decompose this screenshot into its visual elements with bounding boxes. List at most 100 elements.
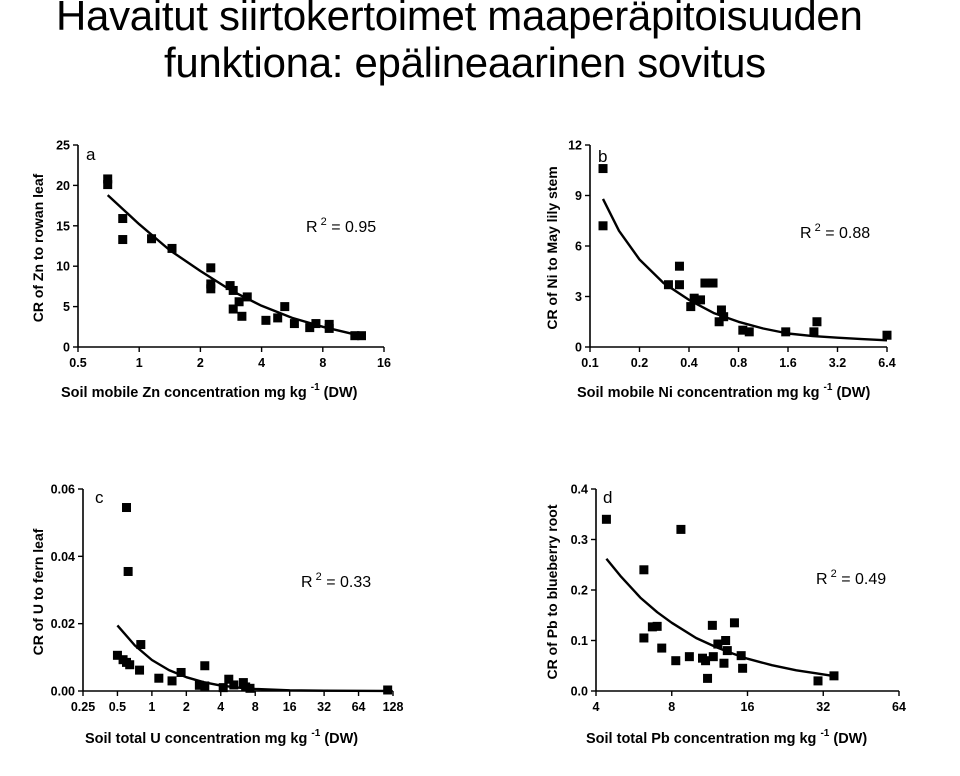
x-axis-label: Soil mobile Zn concentration mg kg -1 (D… <box>61 382 358 401</box>
data-point <box>647 622 657 632</box>
y-tick-label: 0 <box>63 341 70 355</box>
x-axis-label: Soil total U concentration mg kg -1 (DW) <box>85 728 358 747</box>
panel-a: 0 5 10 15 20 25 0.5 1 2 4 8 16 a CR of Zn to rowan le… <box>30 139 391 402</box>
x-tick-label: 32 <box>317 700 331 714</box>
y-tick-label: 0.4 <box>571 483 588 497</box>
fit-curve <box>605 557 834 678</box>
data-point <box>598 164 608 174</box>
x-tick-label: 4 <box>593 700 600 714</box>
data-point <box>123 566 133 576</box>
data-point <box>696 295 706 305</box>
data-point <box>882 330 892 340</box>
data-point <box>311 319 321 329</box>
panel-b: 0 3 6 9 12 0.1 0.2 0.4 0.8 1.6 3.2 6.4 b CR of Ni to … <box>544 139 896 402</box>
data-point <box>228 304 238 314</box>
x-tick-label: 3.2 <box>829 356 846 370</box>
x-tick-label: 16 <box>741 700 755 714</box>
data-point <box>200 661 210 671</box>
y-axis-label: CR of Zn to rowan leaf <box>30 173 46 322</box>
x-tick-label: 64 <box>352 700 366 714</box>
data-point <box>671 656 681 666</box>
data-point <box>736 651 746 661</box>
x-tick-label: 32 <box>816 700 830 714</box>
x-tick-label: 0.25 <box>71 700 95 714</box>
y-axis-label: CR of Pb to blueberry root <box>544 504 560 679</box>
y-tick-label: 0.0 <box>571 685 588 699</box>
data-point <box>719 658 729 668</box>
data-point <box>280 302 290 312</box>
y-tick-label: 0.04 <box>51 550 75 564</box>
data-point <box>206 263 216 273</box>
y-tick-label: 10 <box>56 260 70 274</box>
y-tick-label: 0.02 <box>51 617 75 631</box>
data-point <box>383 685 393 695</box>
data-point <box>229 680 239 690</box>
x-tick-label: 1 <box>136 356 143 370</box>
data-point <box>176 667 186 677</box>
data-point <box>118 235 128 245</box>
slide-title-line1: Havaitut siirtokertoimet maaperäpitoisuu… <box>56 0 863 39</box>
data-point <box>744 327 754 337</box>
x-tick-label: 8 <box>668 700 675 714</box>
panel-letter: a <box>86 145 96 164</box>
data-point <box>657 643 667 653</box>
data-point <box>729 618 739 628</box>
data-point <box>663 280 673 290</box>
y-tick-label: 9 <box>575 189 582 203</box>
data-point <box>598 221 608 231</box>
slide-title-line2: funktiona: epälineaarinen sovitus <box>164 39 766 86</box>
data-point <box>601 514 611 524</box>
data-point <box>708 652 718 662</box>
data-point <box>206 279 216 289</box>
data-point <box>781 327 791 337</box>
data-point <box>206 284 216 294</box>
panel-letter: b <box>598 147 607 166</box>
data-point <box>305 323 315 333</box>
data-point <box>261 315 271 325</box>
x-tick-label: 16 <box>377 356 391 370</box>
y-tick-label: 20 <box>56 179 70 193</box>
data-point <box>708 278 718 288</box>
y-tick-label: 0.2 <box>571 584 588 598</box>
data-point <box>167 243 177 253</box>
data-point <box>684 652 694 662</box>
y-tick-label: 3 <box>575 290 582 304</box>
fit-curve <box>601 198 888 342</box>
data-point <box>122 503 132 513</box>
y-axis-label: CR of Ni to May lily stem <box>544 166 560 329</box>
data-point <box>738 325 748 335</box>
data-point <box>200 681 210 691</box>
x-tick-label: 1 <box>148 700 155 714</box>
data-point <box>225 281 235 291</box>
data-point <box>242 292 252 302</box>
data-point <box>721 636 731 645</box>
panel-c: 0.00 0.02 0.04 0.06 0.25 0.5 1 2 4 8 16 32 64 128 c CR … <box>30 483 403 748</box>
r-squared-annotation: R 2 = 0.88 <box>800 222 870 242</box>
x-tick-label: 1.6 <box>779 356 796 370</box>
data-point <box>136 640 146 650</box>
data-point <box>722 646 732 656</box>
data-point <box>237 311 247 321</box>
data-point <box>103 174 113 184</box>
data-point <box>652 621 662 631</box>
data-point <box>218 683 228 693</box>
panel-letter: c <box>95 488 104 507</box>
data-point <box>714 317 724 327</box>
y-tick-label: 0.06 <box>51 483 75 497</box>
data-point <box>118 214 128 224</box>
x-tick-label: 8 <box>252 700 259 714</box>
data-point <box>700 278 710 288</box>
y-tick-label: 5 <box>63 300 70 314</box>
x-tick-label: 0.8 <box>730 356 747 370</box>
y-tick-label: 0.1 <box>571 634 588 648</box>
data-point <box>350 331 360 341</box>
data-point <box>707 620 717 630</box>
data-point <box>829 671 839 681</box>
x-tick-label: 4 <box>258 356 265 370</box>
data-point <box>135 665 145 675</box>
panel-d: 0.0 0.1 0.2 0.3 0.4 4 8 16 32 64 d CR of Pb to blue… <box>544 483 906 748</box>
x-tick-label: 128 <box>383 700 404 714</box>
x-tick-label: 0.4 <box>680 356 697 370</box>
x-tick-label: 2 <box>183 700 190 714</box>
